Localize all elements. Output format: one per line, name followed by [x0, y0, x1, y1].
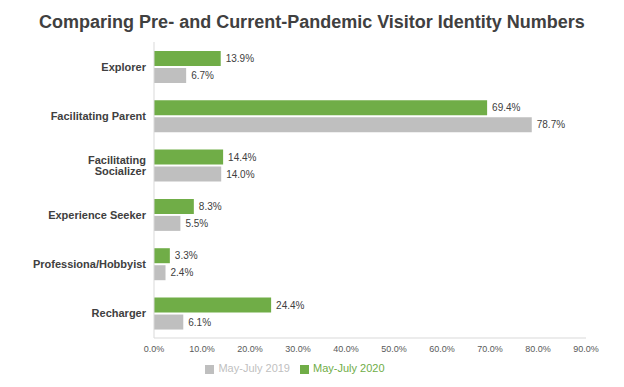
svg-text:10.0%: 10.0%	[189, 344, 215, 354]
svg-text:90.0%: 90.0%	[573, 344, 599, 354]
svg-text:6.1%: 6.1%	[188, 317, 211, 328]
svg-text:14.4%: 14.4%	[228, 152, 256, 163]
svg-text:30.0%: 30.0%	[285, 344, 311, 354]
svg-text:40.0%: 40.0%	[333, 344, 359, 354]
svg-text:80.0%: 80.0%	[525, 344, 551, 354]
html-text:May-July 2019: May-July 2019	[218, 362, 290, 374]
svg-text:Explorer: Explorer	[101, 61, 146, 73]
svg-text:Professiona/Hobbyist: Professiona/Hobbyist	[33, 258, 146, 270]
svg-text:FacilitatingSocializer: FacilitatingSocializer	[88, 154, 147, 177]
svg-text:70.0%: 70.0%	[477, 344, 503, 354]
svg-text:8.3%: 8.3%	[199, 201, 222, 212]
svg-text:0.0%: 0.0%	[144, 344, 165, 354]
svg-text:14.0%: 14.0%	[226, 169, 254, 180]
svg-text:24.4%: 24.4%	[276, 300, 304, 311]
svg-text:60.0%: 60.0%	[429, 344, 455, 354]
html-text:Comparing Pre- and Current-Pan: Comparing Pre- and Current-Pandemic Visi…	[39, 12, 585, 32]
svg-text:20.0%: 20.0%	[237, 344, 263, 354]
svg-text:3.3%: 3.3%	[175, 250, 198, 261]
svg-text:6.7%: 6.7%	[191, 70, 214, 81]
html-text:May-July 2020: May-July 2020	[313, 362, 385, 374]
svg-text:Facilitating Parent: Facilitating Parent	[51, 110, 147, 122]
svg-text:Experience Seeker: Experience Seeker	[48, 209, 147, 221]
svg-text:13.9%: 13.9%	[226, 53, 254, 64]
svg-text:Recharger: Recharger	[92, 307, 147, 319]
svg-text:69.4%: 69.4%	[492, 102, 520, 113]
svg-text:5.5%: 5.5%	[185, 218, 208, 229]
svg-text:78.7%: 78.7%	[537, 119, 565, 130]
svg-text:2.4%: 2.4%	[171, 267, 194, 278]
svg-text:50.0%: 50.0%	[381, 344, 407, 354]
